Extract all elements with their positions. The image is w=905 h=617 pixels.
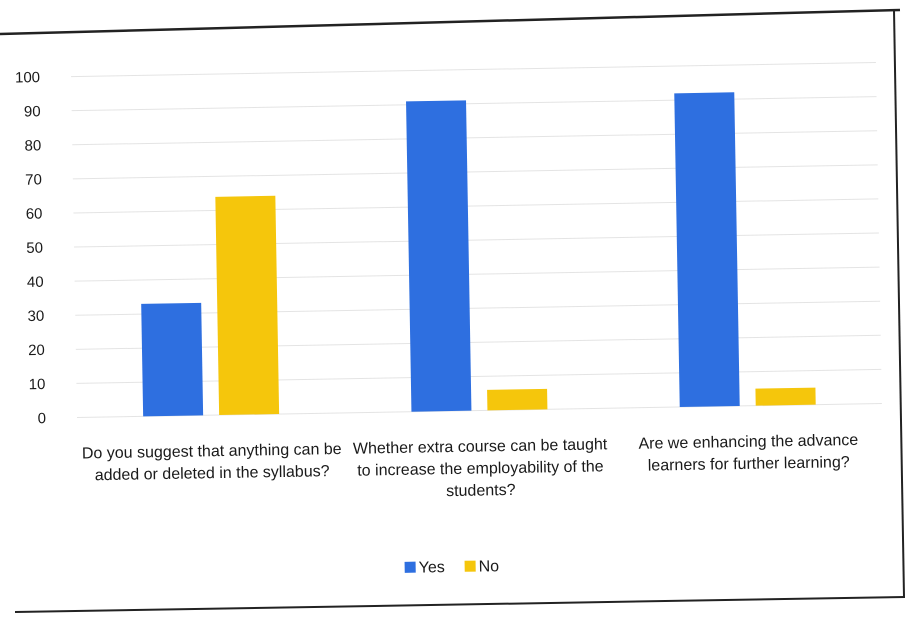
gridline bbox=[75, 300, 881, 316]
legend-label-yes: Yes bbox=[419, 559, 445, 576]
gridline bbox=[76, 368, 882, 384]
gridlines bbox=[71, 62, 882, 419]
bars bbox=[141, 92, 816, 417]
gridline bbox=[74, 266, 880, 282]
y-tick-label: 40 bbox=[27, 274, 44, 291]
frame-top-edge bbox=[0, 8, 901, 36]
chart-frame bbox=[0, 8, 905, 613]
y-tick-label: 80 bbox=[24, 137, 41, 154]
gridline bbox=[73, 198, 879, 214]
bar-yes-2 bbox=[406, 100, 472, 412]
y-tick-label: 10 bbox=[29, 376, 46, 393]
bar-no-2 bbox=[487, 388, 548, 411]
legend: Yes No bbox=[404, 558, 500, 577]
gridline bbox=[72, 130, 878, 146]
y-tick-label: 100 bbox=[15, 69, 40, 86]
frame-bottom-edge bbox=[14, 596, 905, 613]
y-tick-label: 50 bbox=[26, 240, 43, 257]
x-axis: Do you suggest that anything can beadded… bbox=[82, 432, 859, 501]
frame-right-edge bbox=[893, 9, 905, 598]
category-label: Do you suggest that anything can beadded… bbox=[82, 441, 342, 485]
gridline bbox=[72, 164, 878, 180]
bar-yes-3 bbox=[674, 92, 740, 408]
y-tick-label: 90 bbox=[24, 103, 41, 120]
gridline bbox=[71, 96, 877, 112]
legend-swatch-no bbox=[464, 560, 476, 572]
bar-yes-1 bbox=[141, 302, 204, 417]
y-axis: 0 10 20 30 40 50 60 70 80 90 100 bbox=[15, 69, 46, 427]
y-tick-label: 20 bbox=[28, 342, 45, 359]
bar-no-1 bbox=[215, 195, 280, 416]
bar-no-3 bbox=[755, 387, 816, 406]
y-tick-label: 70 bbox=[25, 171, 42, 188]
legend-label-no: No bbox=[479, 558, 500, 575]
legend-swatch-yes bbox=[404, 561, 416, 573]
category-label: Whether extra course can be taughtto inc… bbox=[353, 436, 609, 501]
y-tick-label: 60 bbox=[26, 206, 43, 223]
gridline bbox=[71, 62, 876, 78]
y-tick-label: 30 bbox=[27, 308, 44, 325]
y-tick-label: 0 bbox=[38, 410, 47, 427]
gridline bbox=[75, 334, 881, 350]
gridline bbox=[74, 232, 879, 248]
category-label: Are we enhancing the advancelearners for… bbox=[638, 432, 858, 475]
gridline bbox=[76, 402, 882, 419]
